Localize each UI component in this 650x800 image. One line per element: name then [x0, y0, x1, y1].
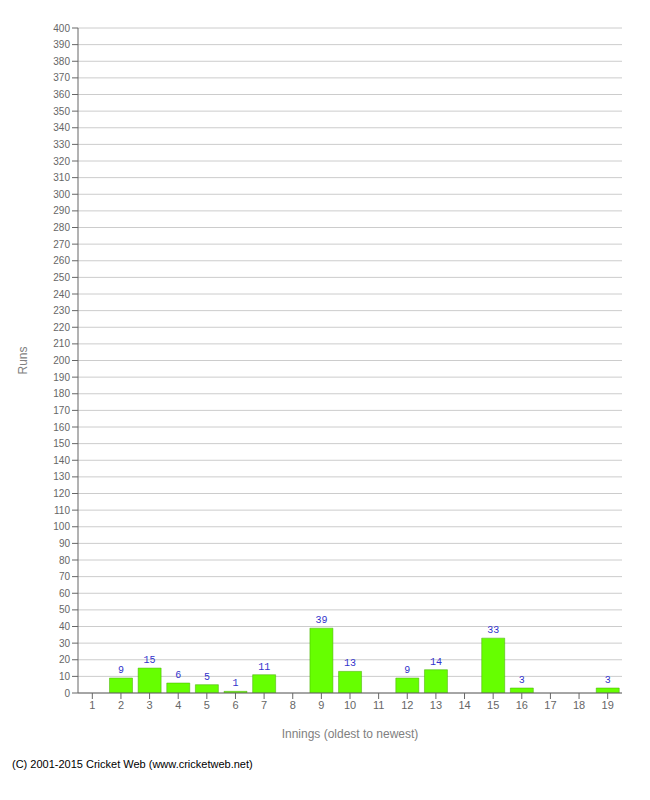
html-text:(C) 2001-2015 Cricket Web (www: (C) 2001-2015 Cricket Web (www.cricketwe… — [12, 758, 253, 770]
svg-text:360: 360 — [53, 89, 70, 100]
svg-text:30: 30 — [59, 638, 71, 649]
svg-text:340: 340 — [53, 122, 70, 133]
svg-text:190: 190 — [53, 372, 70, 383]
svg-text:390: 390 — [53, 39, 70, 50]
svg-text:120: 120 — [53, 488, 70, 499]
svg-text:1: 1 — [233, 678, 239, 689]
svg-text:400: 400 — [53, 23, 70, 34]
svg-text:70: 70 — [59, 571, 71, 582]
svg-text:250: 250 — [53, 272, 70, 283]
svg-text:8: 8 — [290, 699, 296, 711]
svg-text:370: 370 — [53, 72, 70, 83]
svg-text:11: 11 — [373, 699, 384, 711]
svg-text:14: 14 — [458, 699, 470, 711]
svg-text:20: 20 — [59, 654, 71, 665]
svg-text:4: 4 — [175, 699, 181, 711]
svg-text:18: 18 — [573, 699, 585, 711]
svg-text:330: 330 — [53, 139, 70, 150]
svg-text:140: 140 — [53, 455, 70, 466]
svg-text:130: 130 — [53, 471, 70, 482]
svg-text:9: 9 — [404, 665, 410, 676]
svg-text:240: 240 — [53, 289, 70, 300]
svg-text:380: 380 — [53, 56, 70, 67]
svg-text:160: 160 — [53, 422, 70, 433]
svg-text:12: 12 — [401, 699, 413, 711]
svg-text:16: 16 — [516, 699, 528, 711]
svg-text:320: 320 — [53, 156, 70, 167]
svg-text:260: 260 — [53, 255, 70, 266]
svg-text:15: 15 — [487, 699, 499, 711]
svg-text:3: 3 — [605, 675, 611, 686]
svg-text:6: 6 — [175, 670, 181, 681]
svg-text:Runs: Runs — [16, 346, 30, 374]
svg-text:39: 39 — [315, 615, 327, 626]
svg-text:300: 300 — [53, 189, 70, 200]
svg-text:150: 150 — [53, 438, 70, 449]
svg-text:17: 17 — [544, 699, 556, 711]
svg-text:13: 13 — [344, 658, 356, 669]
svg-text:10: 10 — [59, 671, 71, 682]
svg-text:270: 270 — [53, 239, 70, 250]
svg-text:15: 15 — [144, 655, 156, 666]
svg-text:220: 220 — [53, 322, 70, 333]
svg-text:210: 210 — [53, 338, 70, 349]
svg-text:2: 2 — [118, 699, 124, 711]
svg-text:90: 90 — [59, 538, 71, 549]
svg-text:60: 60 — [59, 588, 71, 599]
svg-text:110: 110 — [54, 505, 70, 516]
svg-text:Innings (oldest to newest): Innings (oldest to newest) — [282, 727, 419, 741]
svg-text:290: 290 — [53, 205, 70, 216]
svg-text:9: 9 — [118, 665, 124, 676]
svg-text:14: 14 — [430, 657, 442, 668]
svg-text:280: 280 — [53, 222, 70, 233]
svg-text:33: 33 — [487, 625, 499, 636]
svg-text:6: 6 — [232, 699, 238, 711]
svg-text:10: 10 — [344, 699, 356, 711]
svg-text:350: 350 — [53, 106, 70, 117]
svg-text:40: 40 — [59, 621, 71, 632]
svg-text:5: 5 — [204, 672, 210, 683]
svg-text:180: 180 — [53, 388, 70, 399]
svg-text:230: 230 — [53, 305, 70, 316]
svg-text:5: 5 — [204, 699, 210, 711]
svg-text:11: 11 — [258, 662, 270, 673]
svg-text:170: 170 — [53, 405, 70, 416]
svg-text:0: 0 — [64, 688, 70, 699]
svg-text:50: 50 — [59, 604, 71, 615]
svg-text:13: 13 — [430, 699, 442, 711]
svg-text:200: 200 — [53, 355, 70, 366]
svg-text:310: 310 — [53, 172, 70, 183]
svg-text:100: 100 — [53, 521, 70, 532]
svg-text:3: 3 — [519, 675, 525, 686]
svg-text:19: 19 — [602, 699, 614, 711]
svg-text:1: 1 — [89, 699, 95, 711]
svg-text:80: 80 — [59, 555, 71, 566]
svg-text:7: 7 — [261, 699, 267, 711]
svg-text:9: 9 — [318, 699, 324, 711]
svg-text:3: 3 — [147, 699, 153, 711]
